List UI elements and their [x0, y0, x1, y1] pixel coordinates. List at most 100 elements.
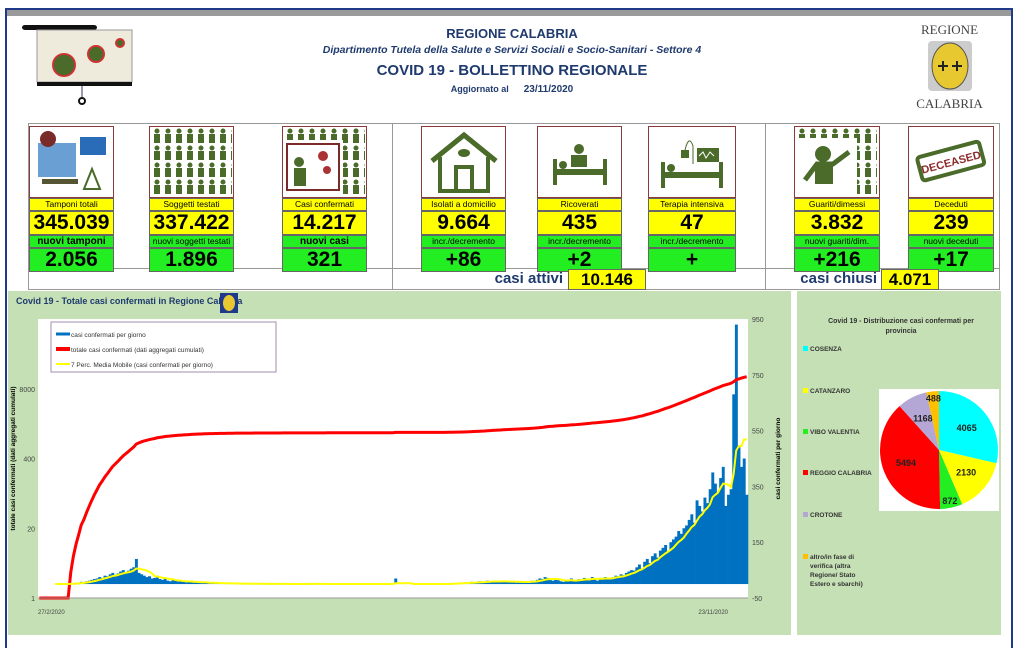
legend-swatch: [803, 429, 808, 434]
daily-bar: [738, 447, 741, 584]
daily-bar: [656, 558, 659, 585]
x-start-label: 27/2/2020: [38, 610, 65, 616]
card-sub-value: 1.896: [149, 248, 234, 272]
daily-bar: [638, 565, 641, 585]
daily-bar: [557, 580, 560, 584]
card-sub-label: incr./decremento: [421, 235, 506, 248]
daily-bar: [596, 581, 599, 584]
card-sub-label: nuovi deceduti: [908, 235, 994, 248]
daily-bar: [138, 573, 141, 584]
daily-bar: [740, 467, 743, 584]
card-value: 337.422: [149, 211, 234, 235]
legend-label: VIBO VALENTIA: [810, 429, 860, 436]
icu-bed-icon: [648, 126, 736, 198]
card-sub-label: nuovi casi: [282, 235, 367, 248]
card-label: Isolati a domicilio: [421, 198, 506, 211]
pie-title: Covid 19 - Distribuzione casi confermati…: [813, 317, 989, 337]
daily-bar: [124, 572, 127, 584]
daily-bar: [193, 583, 196, 584]
pie-value-label: 5494: [896, 458, 916, 468]
daily-bar: [701, 512, 704, 585]
card-value: 9.664: [421, 211, 506, 235]
y-right-tick: 150: [752, 540, 764, 547]
active-cases-value: 10.146: [568, 269, 646, 290]
card-soggetti: Soggetti testati 337.422 nuovi soggetti …: [149, 126, 234, 272]
card-value: 345.039: [29, 211, 114, 235]
daily-bar: [572, 581, 575, 584]
daily-bar: [667, 552, 670, 584]
updated-date: 23/11/2020: [524, 84, 574, 95]
daily-bar: [140, 574, 143, 584]
y-right-tick: 550: [752, 429, 764, 436]
update-line: Aggiornato al 23/11/2020: [0, 84, 1024, 95]
card-sub-value: +86: [421, 248, 506, 272]
chart-title: Covid 19 - Totale casi confermati in Reg…: [16, 296, 243, 306]
top-bar: [7, 10, 1011, 16]
daily-bar: [719, 478, 722, 584]
y-left-tick: 20: [27, 526, 35, 533]
card-casi-confermati: Casi confermati 14.217 nuovi casi 321: [282, 126, 367, 272]
card-label: Soggetti testati: [149, 198, 234, 211]
daily-bar: [654, 553, 657, 584]
recovered-person-icon: [794, 126, 880, 198]
card-sub-value: +: [648, 248, 736, 272]
region-title: REGIONE CALABRIA: [0, 26, 1024, 41]
daily-bar: [714, 484, 717, 584]
daily-bar: [103, 576, 106, 584]
pie-value-label: 872: [942, 496, 957, 506]
legend-swatch: [803, 346, 808, 351]
x-end-label: 23/11/2020: [698, 610, 728, 616]
card-sub-value: +216: [794, 248, 880, 272]
card-sub-label: nuovi tamponi: [29, 235, 114, 248]
card-guariti: Guariti/dimessi 3.832 nuovi guariti/dim.…: [794, 126, 880, 272]
card-sub-value: 321: [282, 248, 367, 272]
card-sub-label: incr./decremento: [648, 235, 736, 248]
pie-value-label: 488: [926, 393, 941, 403]
card-label: Deceduti: [908, 198, 994, 211]
lab-equipment-icon: [29, 126, 114, 198]
daily-bar: [177, 582, 180, 585]
closed-cases-value: 4.071: [881, 269, 939, 290]
stats-cards: Tamponi totali 345.039 nuovi tamponi 2.0…: [28, 123, 1000, 290]
infected-person-icon: [282, 126, 367, 198]
daily-bar: [630, 570, 633, 584]
card-isolati: Isolati a domicilio 9.664 incr./decremen…: [421, 126, 506, 272]
daily-bar: [164, 578, 167, 584]
daily-bar: [552, 581, 555, 584]
y-right-label: casi confermati per giorno: [775, 418, 782, 500]
daily-bar: [651, 556, 654, 584]
card-tamponi: Tamponi totali 345.039 nuovi tamponi 2.0…: [29, 126, 114, 272]
daily-bar: [169, 581, 172, 584]
daily-bar: [664, 545, 667, 584]
card-terapia-intensiva: Terapia intensiva 47 incr./decremento +: [648, 126, 736, 272]
divider: [392, 124, 393, 290]
daily-bar: [696, 500, 699, 584]
daily-bar: [161, 580, 164, 584]
legend-label: COSENZA: [810, 346, 842, 353]
line-chart-panel: Covid 19 - Totale casi confermati in Reg…: [8, 291, 791, 635]
daily-bar: [706, 503, 709, 584]
daily-bar: [166, 581, 169, 584]
daily-bar: [646, 559, 649, 584]
bulletin-title: COVID 19 - BOLLETTINO REGIONALE: [0, 62, 1024, 79]
daily-bar: [711, 472, 714, 584]
y-left-label: totale casi confermati (dati aggregati c…: [10, 386, 17, 530]
pie-value-label: 4065: [957, 423, 977, 433]
daily-bar: [153, 578, 156, 584]
deceased-stamp-icon: DECEASED: [908, 126, 994, 198]
daily-bar: [732, 394, 735, 584]
card-value: 239: [908, 211, 994, 235]
logo-bottom-text: CALABRIA: [912, 96, 987, 112]
daily-bar: [148, 576, 151, 584]
active-cases-label: casi attivi: [469, 270, 563, 287]
daily-bar: [135, 559, 138, 584]
daily-bar: [174, 581, 177, 584]
card-sub-label: nuovi guariti/dim.: [794, 235, 880, 248]
legend-label: REGGIO CALABRIA: [810, 470, 872, 477]
divider: [765, 124, 766, 290]
daily-bar: [745, 495, 748, 584]
daily-bar: [507, 582, 510, 584]
